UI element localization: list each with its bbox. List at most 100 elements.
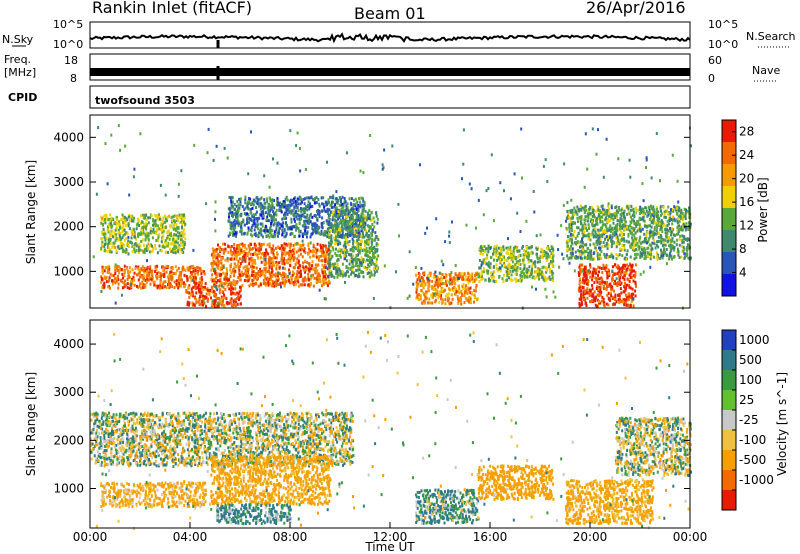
power-echo-cell — [346, 266, 349, 270]
power-echo-cell — [284, 253, 287, 257]
power-echo-cell — [452, 278, 455, 282]
power-echo-cell — [127, 239, 130, 243]
power-echo-cell — [225, 274, 228, 278]
power-echo-cell — [232, 233, 235, 237]
power-echo-cell — [510, 258, 513, 262]
power-echo-cell — [228, 287, 231, 291]
power-echo-cell — [239, 200, 242, 204]
power-echo-cell — [582, 276, 584, 280]
power-echo-cell — [100, 246, 103, 250]
power-echo-cell — [283, 242, 286, 246]
power-echo-cell — [295, 261, 298, 265]
power-echo-cell — [118, 271, 121, 275]
power-echo-cell — [117, 230, 120, 234]
power-echo-cell — [364, 253, 367, 257]
power-echo-cell — [278, 202, 280, 206]
power-echo-cell — [142, 243, 145, 247]
power-echo-cell — [607, 272, 610, 276]
power-echo-cell — [296, 217, 299, 221]
power-echo-cell — [443, 276, 446, 279]
power-echo-cell — [143, 213, 146, 217]
power-echo-cell — [243, 245, 246, 249]
power-echo-cell — [283, 205, 286, 209]
power-echo-cell — [177, 234, 180, 238]
freq-trace-band — [90, 68, 690, 76]
power-echo-cell — [489, 279, 492, 282]
power-echo-cell — [312, 284, 315, 288]
power-echo-cell — [355, 233, 358, 237]
power-echo-cell — [618, 294, 621, 298]
power-echo-cell — [201, 269, 204, 273]
power-echo-cell — [464, 278, 467, 282]
power-echo-cell — [231, 257, 234, 261]
power-echo-cell — [457, 273, 460, 277]
power-echo-cell — [308, 221, 311, 225]
power-echo-cell — [234, 287, 237, 291]
power-echo-cell — [165, 286, 168, 290]
power-echo-cell — [355, 224, 358, 228]
power-echo-cell — [663, 212, 666, 216]
power-echo-cell — [347, 214, 350, 218]
power-echo-cell — [139, 282, 142, 286]
power-echo-cell — [237, 260, 240, 264]
power-echo-cell — [616, 215, 619, 219]
power-echo-cell — [131, 268, 134, 272]
power-echo-cell — [629, 286, 632, 290]
power-echo-cell — [262, 214, 265, 218]
power-echo-cell — [282, 247, 285, 251]
power-echo-cell — [351, 268, 354, 272]
power-echo-cell — [265, 269, 268, 273]
power-echo-cell — [350, 256, 353, 260]
power-echo-cell — [174, 265, 177, 269]
power-echo-cell — [359, 233, 362, 237]
power-echo-cell — [133, 243, 136, 247]
power-echo-cell — [437, 296, 440, 300]
power-echo-cell — [198, 290, 201, 294]
power-echo-cell — [606, 271, 609, 275]
power-echo-cell — [353, 225, 356, 228]
power-echo-cell — [350, 259, 353, 263]
power-echo-cell — [308, 267, 311, 271]
power-echo-cell — [292, 283, 295, 287]
power-echo-cell — [619, 228, 622, 232]
power-echo-cell — [307, 283, 310, 287]
power-echo-cell — [614, 282, 617, 286]
power-echo-cell — [232, 205, 235, 209]
power-echo-cell — [591, 214, 594, 218]
power-echo-cell — [279, 201, 282, 205]
power-echo-cell — [276, 279, 279, 283]
power-echo-cell — [551, 259, 554, 263]
power-echo-cell — [147, 246, 150, 250]
power-echo-cell — [168, 274, 171, 278]
power-echo-cell — [158, 217, 161, 221]
power-echo-cell — [192, 285, 195, 289]
power-echo-cell — [217, 259, 220, 263]
power-echo-cell — [233, 207, 236, 211]
power-echo-cell — [631, 236, 634, 240]
power-echo-cell — [241, 273, 244, 277]
power-echo-cell — [247, 228, 250, 232]
power-echo-cell — [255, 276, 258, 280]
power-echo-cell — [282, 205, 285, 209]
power-echo-cell — [441, 288, 444, 292]
power-echo-cell — [206, 299, 209, 303]
power-echo-cell — [357, 209, 360, 213]
power-echo-cell — [505, 246, 508, 250]
power-echo-cell — [343, 218, 346, 222]
power-echo-cell — [243, 212, 246, 215]
power-echo-cell — [313, 199, 316, 203]
power-echo-cell — [547, 247, 550, 251]
power-echo-cell — [670, 227, 673, 231]
power-echo-cell — [614, 263, 617, 267]
power-echo-cell — [203, 270, 206, 274]
power-echo-cell — [374, 237, 377, 241]
power-echo-cell — [294, 234, 296, 238]
power-echo-cell — [445, 275, 448, 279]
power-echo-cell — [597, 289, 600, 293]
power-echo-cell — [270, 259, 273, 263]
power-echo-cell — [229, 221, 232, 225]
power-echo-cell — [194, 274, 197, 278]
power-echo-cell — [579, 281, 582, 284]
power-echo-cell — [594, 303, 597, 307]
